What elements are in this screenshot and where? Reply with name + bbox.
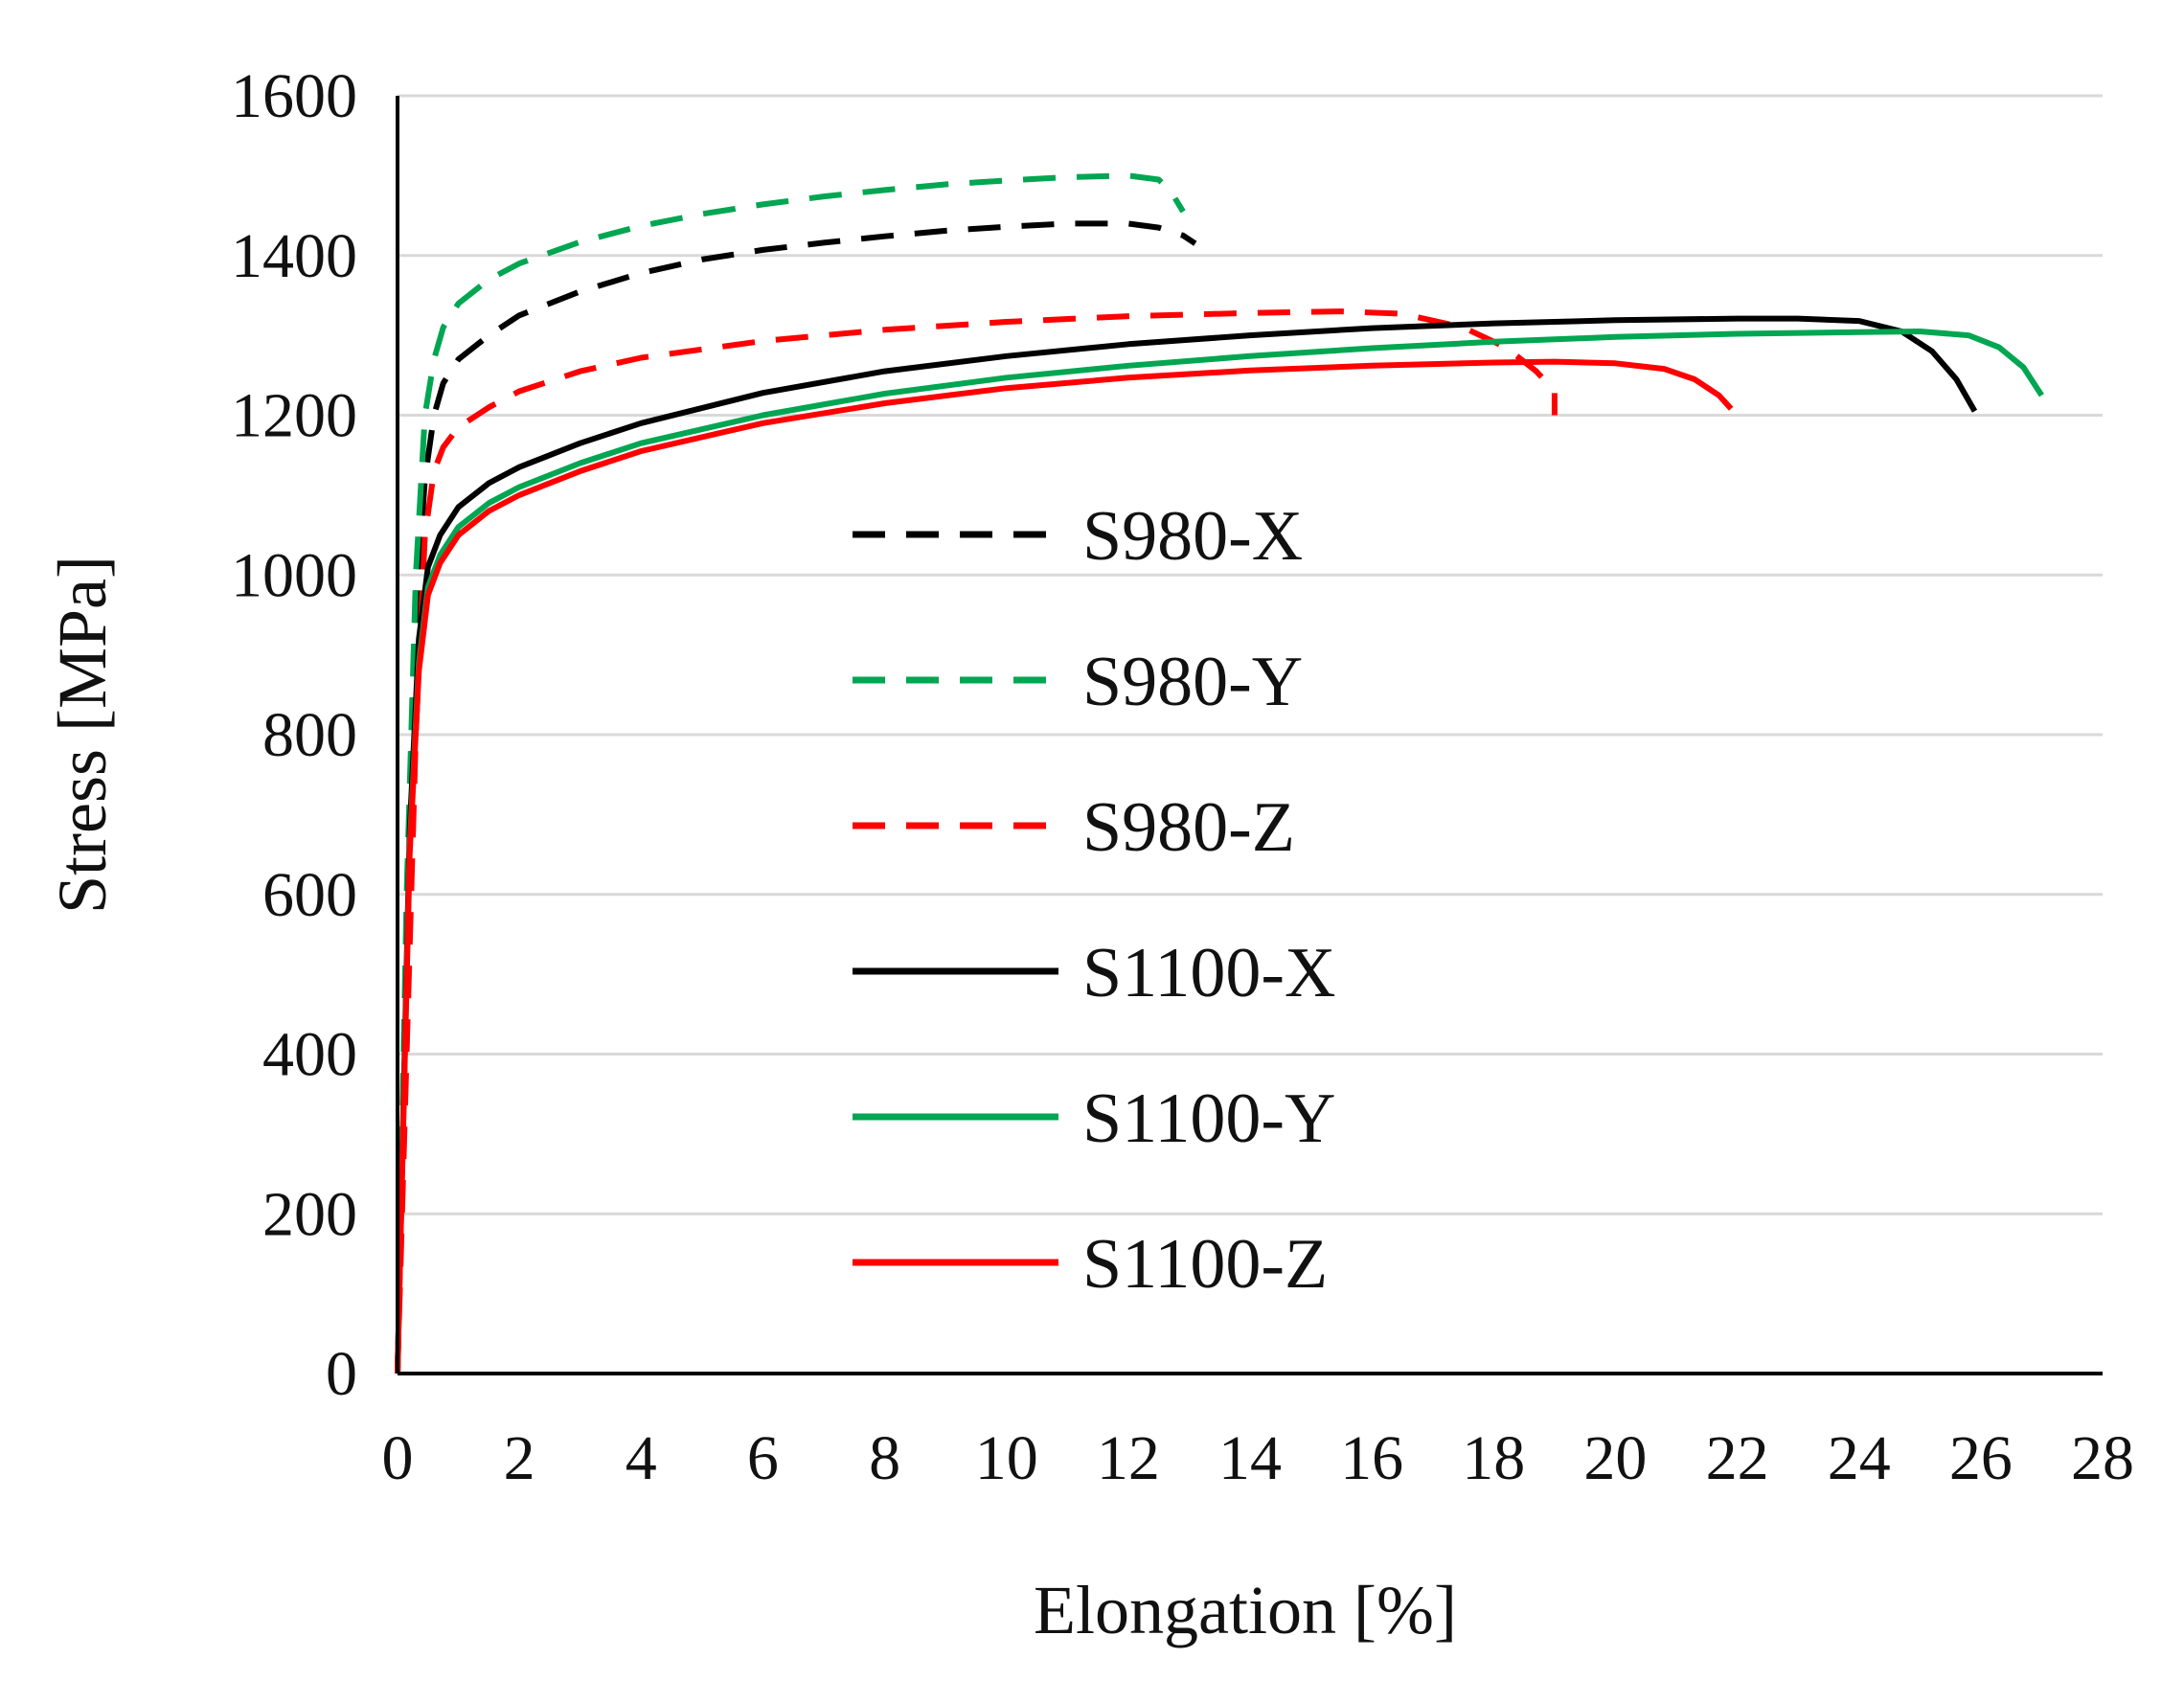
x-axis-title: Elongation [%] — [1034, 1572, 1457, 1648]
y-tick-label: 800 — [262, 700, 357, 770]
y-tick-label: 1400 — [231, 221, 357, 291]
x-tick-label: 2 — [504, 1423, 535, 1493]
x-tick-label: 0 — [382, 1423, 414, 1493]
x-tick-label: 24 — [1828, 1423, 1891, 1493]
x-tick-label: 22 — [1706, 1423, 1769, 1493]
y-tick-label: 0 — [326, 1339, 357, 1409]
y-axis-title: Stress [MPa] — [44, 556, 121, 914]
x-tick-label: 6 — [747, 1423, 779, 1493]
y-tick-label: 200 — [262, 1179, 357, 1249]
x-tick-label: 12 — [1097, 1423, 1160, 1493]
x-tick-label: 14 — [1218, 1423, 1282, 1493]
y-tick-label: 400 — [262, 1020, 357, 1090]
y-tick-label: 600 — [262, 860, 357, 930]
legend-label: S980-Y — [1082, 643, 1303, 721]
x-tick-label: 26 — [1949, 1423, 2013, 1493]
x-tick-label: 10 — [975, 1423, 1038, 1493]
series-line-s980-x — [395, 220, 1197, 1374]
legend-label: S980-X — [1082, 497, 1303, 576]
x-tick-label: 20 — [1583, 1423, 1647, 1493]
plot-series — [395, 172, 2044, 1374]
x-tick-label: 8 — [869, 1423, 900, 1493]
legend-label: S980-Z — [1082, 788, 1295, 867]
y-tick-label: 1000 — [231, 540, 357, 610]
x-tick-label: 4 — [626, 1423, 657, 1493]
series-line-s980-y — [395, 172, 1186, 1374]
x-tick-label: 28 — [2071, 1423, 2134, 1493]
x-tick-label: 16 — [1340, 1423, 1403, 1493]
series-line-s980-z — [395, 308, 1558, 1374]
legend: S980-X S980-Y S980-Z S1100-X S1100-Y S1100-Z — [853, 497, 1336, 1304]
legend-label: S1100-X — [1082, 934, 1336, 1012]
y-tick-label: 1200 — [231, 381, 357, 451]
x-tick-labels: 0 2 4 6 8 10 12 14 16 18 20 22 24 26 28 — [382, 1423, 2135, 1493]
series-line-s1100-z — [395, 358, 1734, 1374]
legend-label: S1100-Z — [1082, 1225, 1328, 1304]
x-tick-label: 18 — [1462, 1423, 1525, 1493]
legend-label: S1100-Y — [1082, 1079, 1336, 1158]
y-tick-label: 1600 — [231, 61, 357, 131]
axes — [396, 96, 2103, 1375]
series-line-s1100-x — [395, 315, 1978, 1374]
y-tick-labels: 0 200 400 600 800 1000 1200 1400 1600 — [231, 61, 357, 1409]
